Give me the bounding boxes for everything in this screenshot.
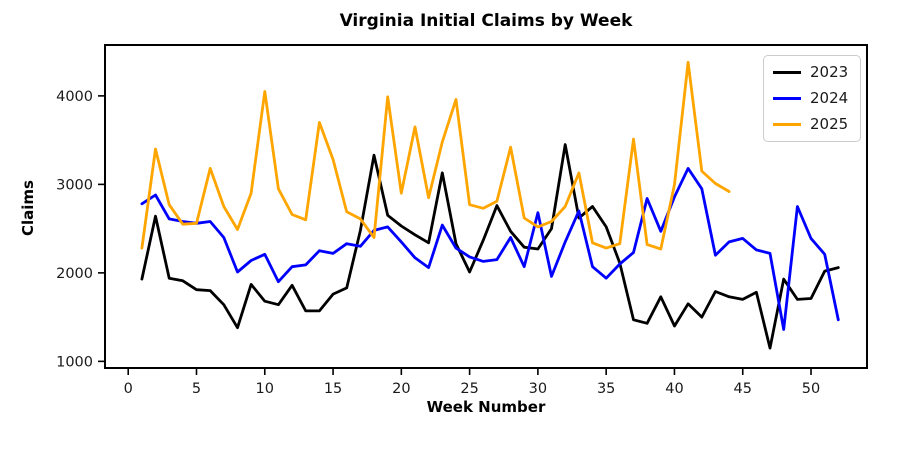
x-tick-label: 35 xyxy=(597,381,615,397)
chart-title: Virginia Initial Claims by Week xyxy=(339,11,633,31)
series-line-2024 xyxy=(140,166,840,331)
series-line-2025 xyxy=(140,60,731,251)
y-tick-label: 2000 xyxy=(56,266,93,282)
axes-frame xyxy=(104,44,868,369)
x-tick-label: 40 xyxy=(665,381,683,397)
legend-label: 2023 xyxy=(810,63,849,81)
x-tick-label: 0 xyxy=(124,381,133,397)
legend: 2023 2024 2025 xyxy=(763,55,861,142)
y-tick-label: 3000 xyxy=(56,177,93,193)
legend-item-2024: 2024 xyxy=(773,89,850,108)
legend-item-2025: 2025 xyxy=(773,115,850,134)
y-tick-label: 1000 xyxy=(56,354,93,370)
x-tick-label: 30 xyxy=(529,381,547,397)
x-tick-label: 25 xyxy=(460,381,478,397)
x-tick-label: 45 xyxy=(734,381,752,397)
y-axis-label: Claims xyxy=(19,180,37,236)
legend-line-swatch xyxy=(773,123,801,126)
legend-line-swatch xyxy=(773,71,801,74)
x-tick-label: 15 xyxy=(324,381,342,397)
series-line-2023 xyxy=(140,143,840,350)
legend-line-swatch xyxy=(773,97,801,100)
y-tick-label: 4000 xyxy=(56,89,93,105)
x-tick-label: 5 xyxy=(192,381,201,397)
x-tick-label: 50 xyxy=(802,381,820,397)
x-tick-label: 20 xyxy=(392,381,410,397)
legend-label: 2025 xyxy=(810,115,849,133)
legend-label: 2024 xyxy=(810,89,849,107)
legend-item-2023: 2023 xyxy=(773,63,850,82)
x-axis-label: Week Number xyxy=(426,398,546,416)
x-tick-label: 10 xyxy=(256,381,274,397)
